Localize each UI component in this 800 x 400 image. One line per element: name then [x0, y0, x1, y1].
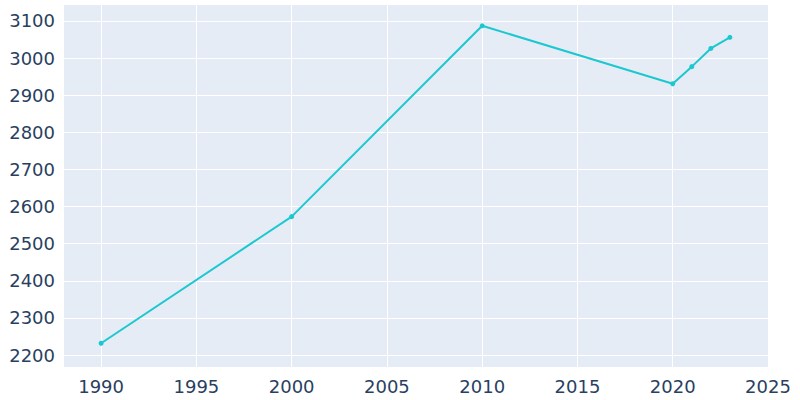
svg-text:2700: 2700 — [9, 159, 55, 180]
svg-text:2400: 2400 — [9, 270, 55, 291]
svg-text:2600: 2600 — [9, 196, 55, 217]
svg-text:2000: 2000 — [269, 376, 315, 397]
svg-text:3100: 3100 — [9, 10, 55, 31]
svg-text:2005: 2005 — [364, 376, 410, 397]
svg-text:2200: 2200 — [9, 345, 55, 366]
svg-text:1995: 1995 — [173, 376, 219, 397]
svg-text:3000: 3000 — [9, 48, 55, 69]
svg-text:2015: 2015 — [555, 376, 601, 397]
svg-text:2020: 2020 — [650, 376, 696, 397]
svg-text:1990: 1990 — [78, 376, 124, 397]
svg-text:2900: 2900 — [9, 85, 55, 106]
svg-text:2800: 2800 — [9, 122, 55, 143]
svg-text:2500: 2500 — [9, 233, 55, 254]
svg-text:2010: 2010 — [459, 376, 505, 397]
svg-text:2025: 2025 — [745, 376, 791, 397]
svg-text:2300: 2300 — [9, 307, 55, 328]
